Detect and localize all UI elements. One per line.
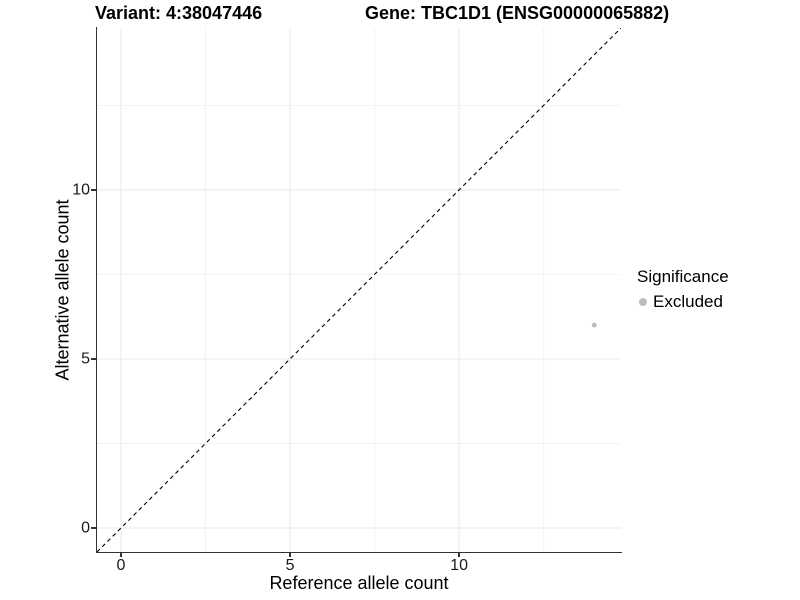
excluded-point-icon: [639, 298, 647, 306]
y-axis-title: Alternative allele count: [52, 199, 73, 381]
plot-title-gene: Gene: TBC1D1 (ENSG00000065882): [365, 3, 670, 23]
x-tick-label: 10: [450, 557, 468, 574]
plot-title-variant: Variant: 4:38047446: [95, 3, 263, 23]
y-tick-mark: [91, 358, 96, 360]
x-axis-title: Reference allele count: [269, 573, 449, 593]
legend: Significance Excluded: [637, 267, 729, 312]
x-tick-label: 5: [285, 557, 295, 574]
x-axis-line: [95, 551, 622, 554]
y-axis-line: [95, 27, 98, 553]
x-tick-mark: [120, 552, 122, 557]
legend-item-label: Excluded: [653, 292, 723, 311]
y-tick-mark: [91, 189, 96, 191]
y-tick-label: 5: [81, 350, 90, 368]
y-tick-label: 0: [81, 519, 90, 537]
legend-title: Significance: [637, 267, 729, 286]
plot-panel: [97, 28, 621, 552]
x-tick-mark: [289, 552, 291, 557]
x-tick-label: 0: [116, 557, 126, 574]
identity-dashed-line: [97, 28, 621, 552]
y-tick-mark: [91, 527, 96, 529]
y-tick-label: 10: [72, 181, 90, 199]
legend-item-excluded: Excluded: [637, 292, 729, 312]
data-point: [591, 322, 597, 328]
x-tick-mark: [458, 552, 460, 557]
plot-canvas: [97, 28, 621, 552]
